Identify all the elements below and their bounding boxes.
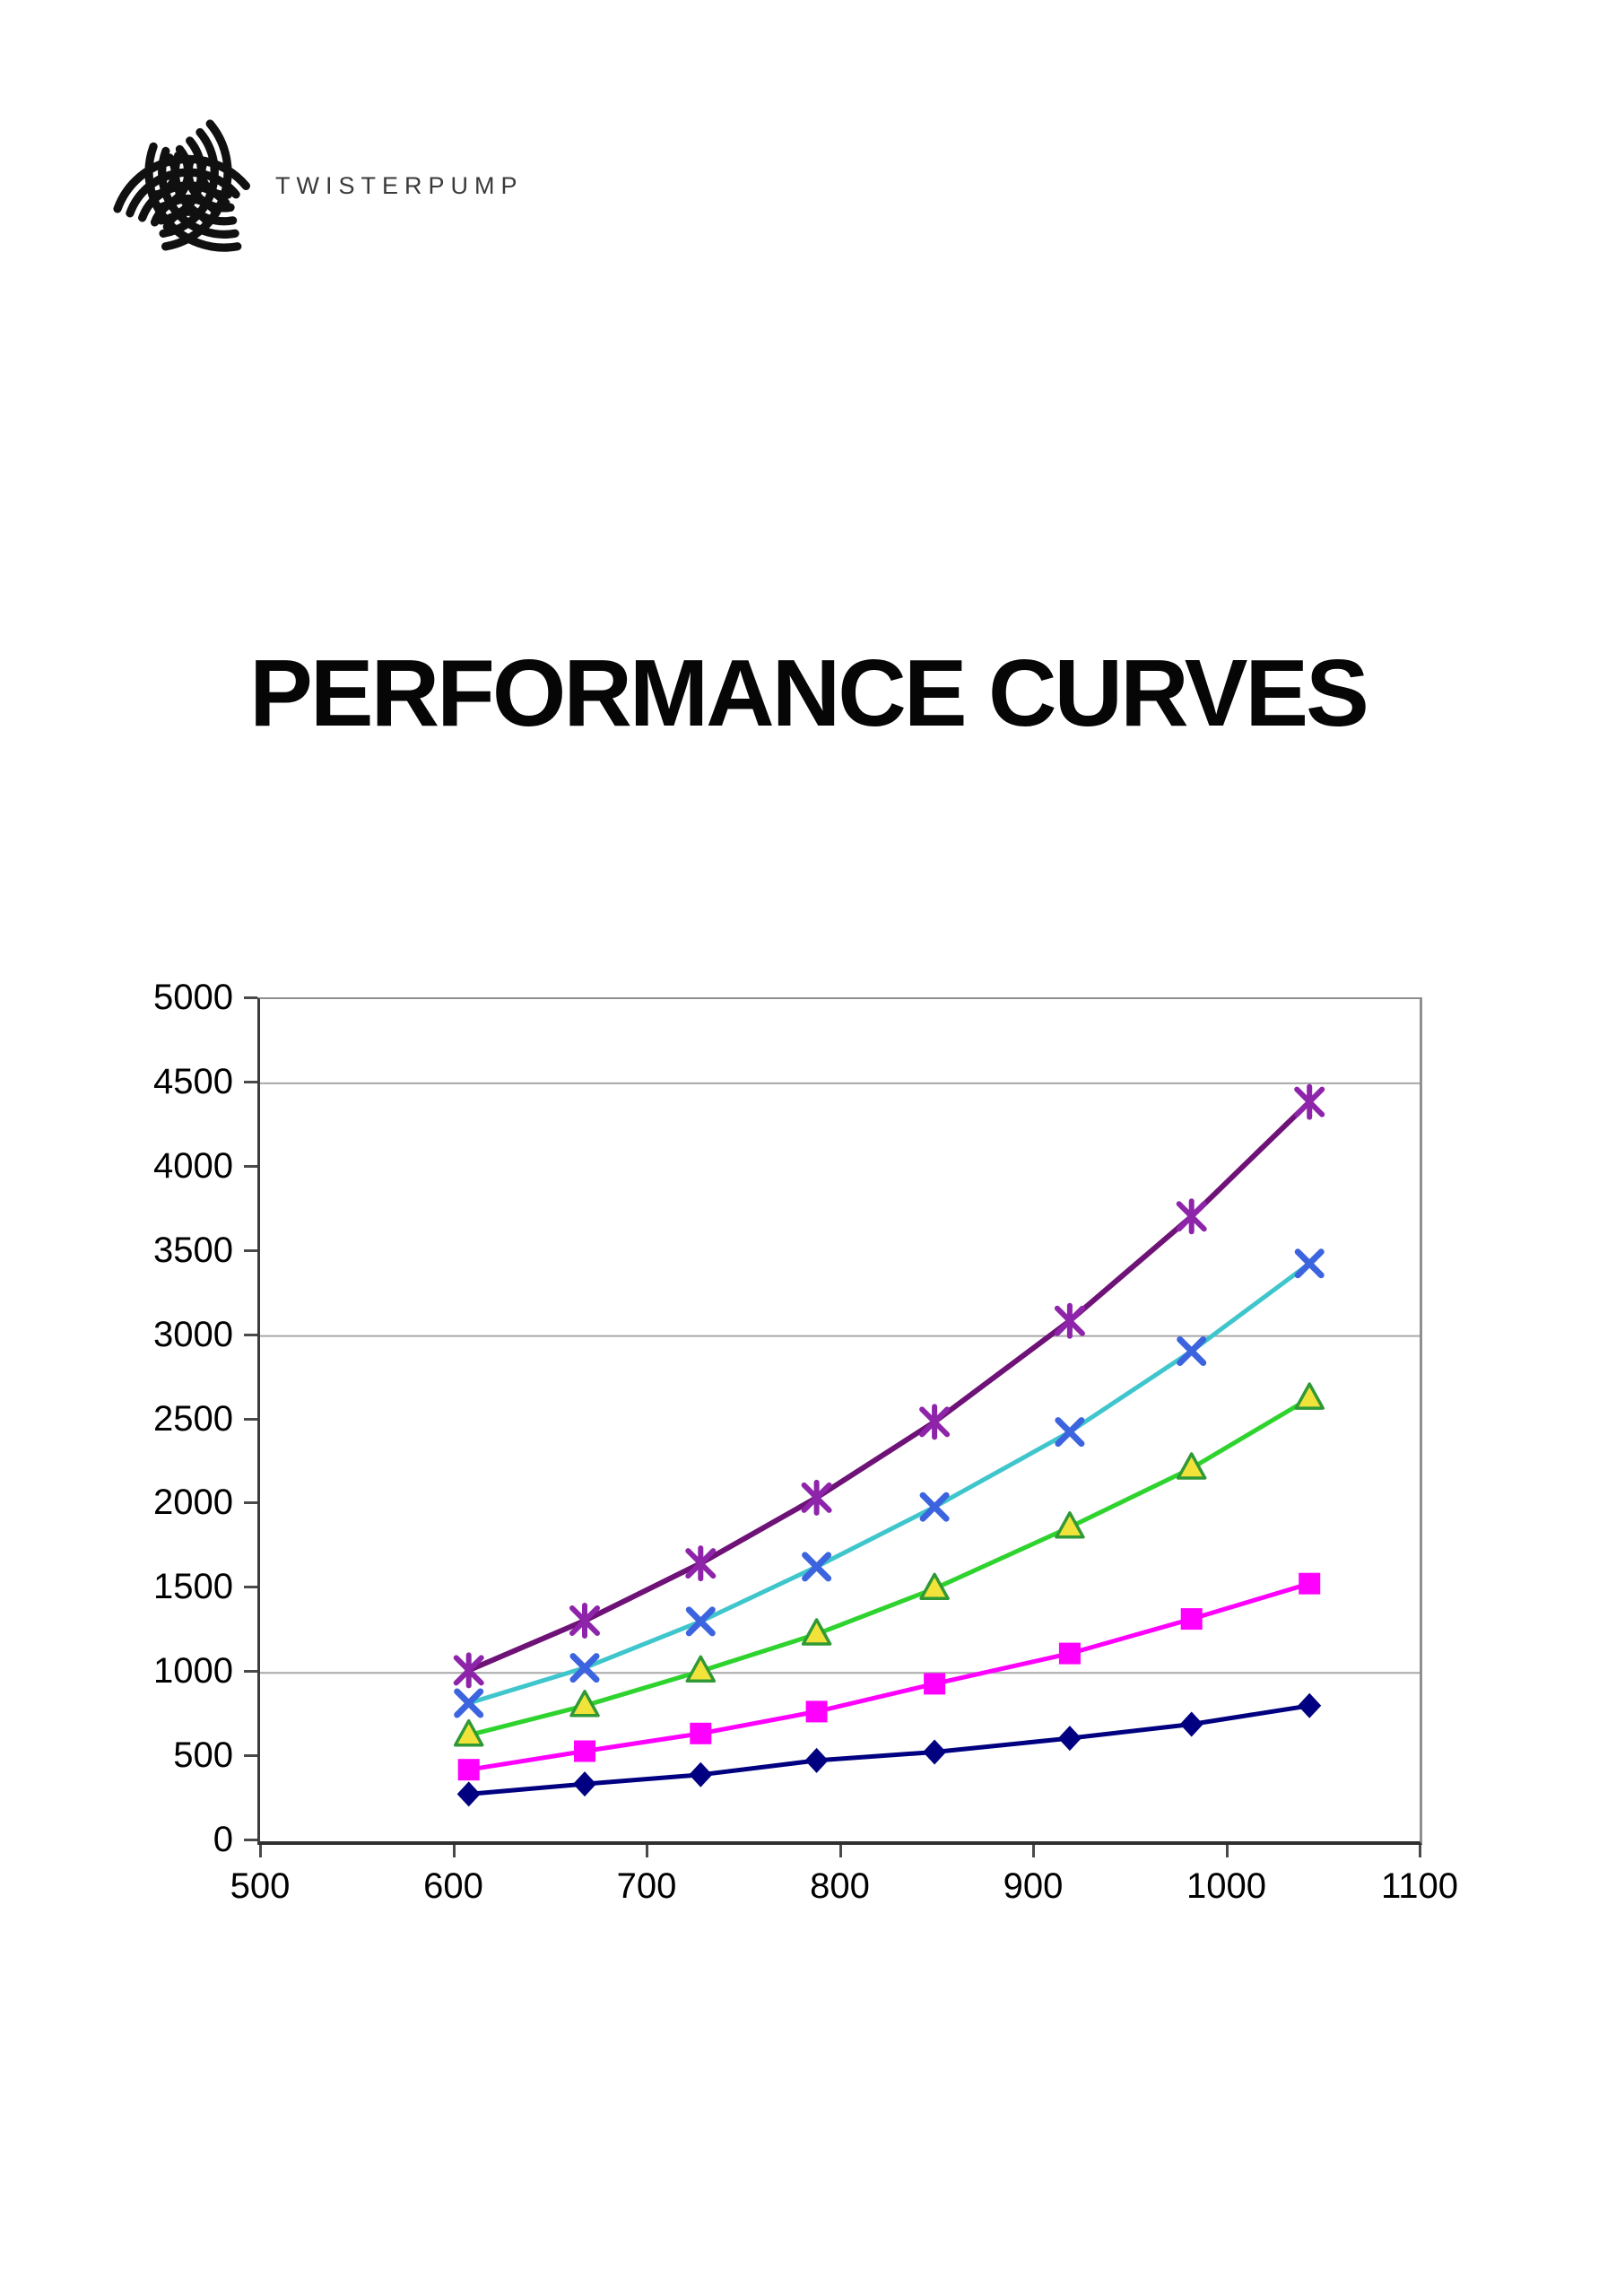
marker-square — [457, 1759, 480, 1781]
x-tick-800 — [838, 1845, 842, 1857]
marker-diamond — [689, 1761, 713, 1787]
marker-asterisk — [919, 1404, 951, 1440]
brand-name: TWISTERPUMP — [275, 172, 524, 199]
chart-series-canvas — [260, 1082, 1420, 1807]
x-tick-1000 — [1225, 1845, 1229, 1857]
marker-x — [569, 1653, 600, 1683]
x-axis-label-600: 600 — [423, 1866, 483, 1906]
marker-diamond — [804, 1747, 829, 1773]
y-tick-4000 — [244, 1164, 257, 1168]
marker-square — [1299, 1572, 1321, 1595]
y-tick-3000 — [244, 1333, 257, 1336]
x-axis-label-800: 800 — [810, 1866, 870, 1906]
marker-asterisk — [1054, 1302, 1085, 1339]
marker-x — [1177, 1336, 1207, 1366]
y-axis-label-2500: 2500 — [153, 1398, 233, 1439]
y-axis-label-3500: 3500 — [153, 1230, 233, 1270]
marker-square — [574, 1740, 595, 1762]
y-tick-1500 — [244, 1586, 257, 1589]
marker-diamond — [923, 1739, 947, 1765]
y-axis-label-4000: 4000 — [153, 1145, 233, 1186]
marker-diamond — [1298, 1692, 1322, 1718]
twisterpump-logo-icon — [113, 119, 250, 252]
marker-triangle — [685, 1655, 717, 1683]
marker-square — [924, 1673, 946, 1695]
marker-triangle — [1055, 1511, 1085, 1539]
x-tick-900 — [1032, 1845, 1035, 1857]
marker-square — [690, 1722, 712, 1744]
y-axis-label-500: 500 — [173, 1735, 233, 1776]
marker-diamond — [1057, 1726, 1082, 1752]
y-axis-label-5000: 5000 — [153, 978, 233, 1017]
marker-triangle — [1176, 1452, 1207, 1480]
marker-square — [1058, 1642, 1081, 1665]
x-axis-label-1100: 1100 — [1380, 1866, 1458, 1906]
series-line-curve-diamond-navy — [468, 1703, 1310, 1796]
y-tick-500 — [244, 1754, 257, 1758]
marker-diamond — [573, 1771, 596, 1797]
y-axis-label-4500: 4500 — [153, 1061, 233, 1101]
marker-triangle — [919, 1572, 950, 1601]
marker-asterisk — [1176, 1198, 1207, 1235]
y-tick-0 — [244, 1839, 257, 1841]
y-tick-2500 — [244, 1417, 257, 1421]
series-line-curve-asterisk-purple — [467, 1100, 1312, 1674]
plot-area — [257, 997, 1422, 1845]
performance-chart: 0 500 1000 1500 2000 2500 3000 3500 4000 4500 5000… — [0, 897, 1616, 2018]
series-line-curve-triangle-green — [468, 1396, 1311, 1738]
marker-triangle — [453, 1718, 484, 1747]
series-line-curve-square-magenta — [468, 1581, 1310, 1772]
marker-x — [919, 1492, 950, 1522]
marker-asterisk — [1294, 1083, 1325, 1120]
x-axis-label-500: 500 — [230, 1866, 291, 1906]
marker-diamond — [1179, 1711, 1203, 1737]
marker-diamond — [456, 1781, 481, 1807]
marker-triangle — [1294, 1382, 1325, 1410]
y-tick-4500 — [244, 1080, 257, 1083]
x-axis-label-700: 700 — [616, 1866, 677, 1906]
y-axis-label-3000: 3000 — [153, 1314, 233, 1354]
marker-asterisk — [801, 1479, 832, 1516]
x-axis-label-900: 900 — [1003, 1866, 1064, 1906]
x-tick-500 — [259, 1845, 262, 1857]
x-tick-1100 — [1419, 1845, 1421, 1857]
y-tick-2000 — [244, 1501, 257, 1505]
x-axis-label-1000: 1000 — [1186, 1866, 1266, 1906]
y-axis-label-0: 0 — [213, 1820, 233, 1859]
y-axis-label-1500: 1500 — [153, 1567, 233, 1607]
series-line-curve-x-cyan — [467, 1261, 1311, 1706]
x-tick-700 — [646, 1845, 648, 1857]
marker-x — [685, 1606, 716, 1637]
marker-triangle — [801, 1618, 832, 1646]
marker-x — [454, 1688, 484, 1718]
y-axis-label-2000: 2000 — [153, 1483, 233, 1523]
y-tick-3500 — [244, 1248, 257, 1252]
y-tick-1000 — [244, 1670, 257, 1674]
marker-asterisk — [569, 1603, 600, 1639]
y-tick-5000 — [244, 996, 257, 999]
marker-square — [805, 1700, 828, 1723]
marker-triangle — [569, 1690, 600, 1718]
marker-x — [1294, 1248, 1325, 1279]
marker-x — [1055, 1417, 1085, 1448]
marker-square — [1180, 1608, 1203, 1631]
page-title: PERFORMANCE CURVES — [249, 640, 1369, 746]
x-tick-600 — [452, 1845, 456, 1857]
marker-asterisk — [453, 1652, 484, 1689]
marker-asterisk — [685, 1545, 717, 1582]
y-axis-label-1000: 1000 — [153, 1651, 233, 1692]
marker-x — [802, 1552, 832, 1582]
